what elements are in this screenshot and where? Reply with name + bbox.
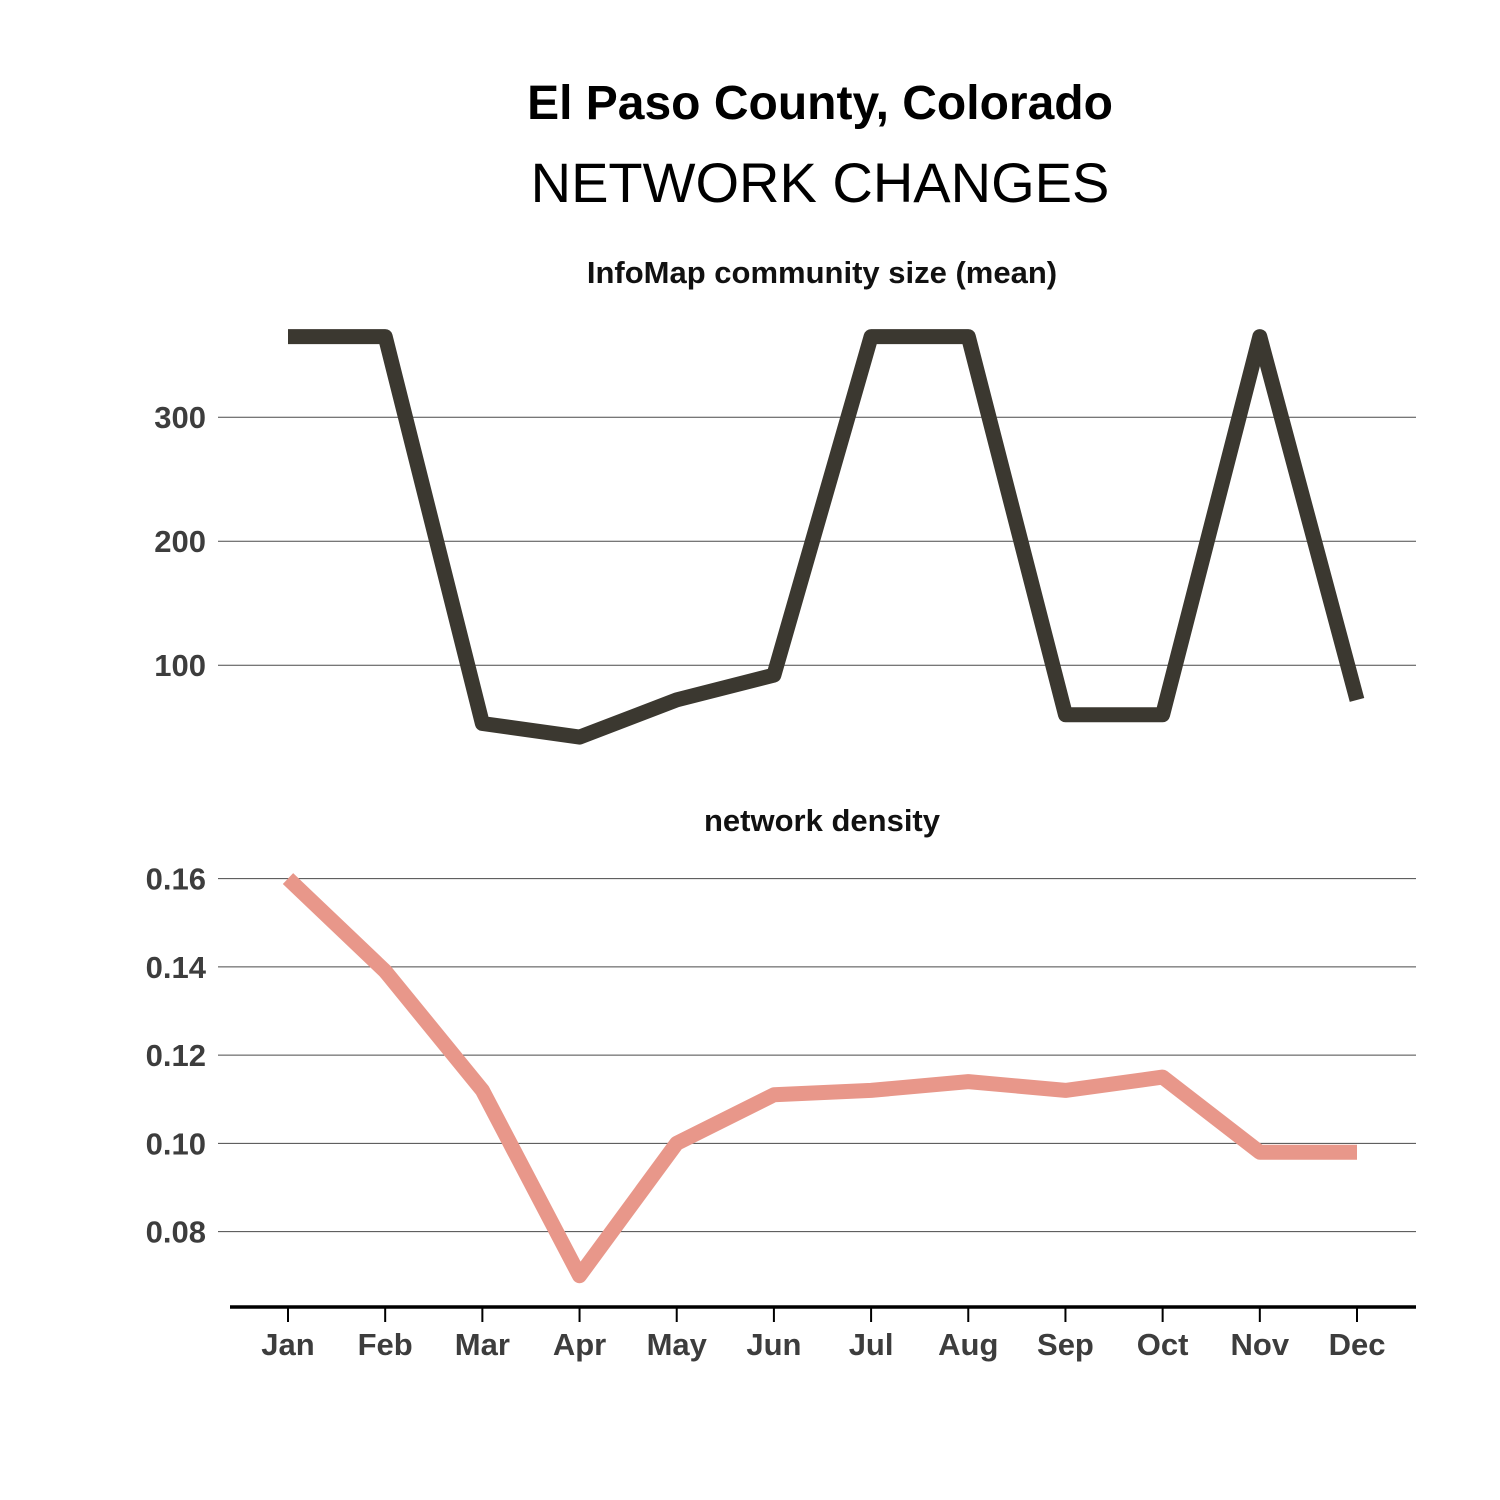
- network-density-y-tick-label: 0.12: [146, 1038, 206, 1073]
- network-density-y-tick-label: 0.10: [146, 1126, 206, 1161]
- network-density-y-tick-label: 0.08: [146, 1215, 206, 1250]
- community-size-y-tick-label: 300: [154, 400, 206, 435]
- x-axis: Jan Feb Mar Apr May Jun Jul Aug Sep Oct Nov Dec: [230, 1305, 1416, 1362]
- x-tick-label: Dec: [1329, 1327, 1386, 1362]
- x-tick-label: Feb: [358, 1327, 413, 1362]
- x-tick-label: Sep: [1037, 1327, 1094, 1362]
- panel-title-network-density: network density: [704, 803, 941, 838]
- community-size-series-line: [288, 329, 1365, 745]
- community-size-y-tick-label: 200: [154, 524, 206, 559]
- x-tick-label: May: [647, 1327, 708, 1362]
- network-density-y-tick-label: 0.16: [146, 862, 206, 897]
- community-size-y-tick-label: 100: [154, 648, 206, 683]
- x-tick-label: Jan: [261, 1327, 314, 1362]
- network-density-panel: 0.08 0.10 0.12 0.14 0.16: [146, 862, 1416, 1284]
- x-tick-label: Apr: [553, 1327, 606, 1362]
- x-tick-label: Jun: [746, 1327, 801, 1362]
- chart-subtitle: NETWORK CHANGES: [530, 151, 1110, 214]
- panel-title-community-size: InfoMap community size (mean): [587, 255, 1057, 290]
- community-size-panel: 100 200 300: [154, 329, 1416, 745]
- chart-title: El Paso County, Colorado: [527, 77, 1113, 130]
- x-tick-label: Oct: [1137, 1327, 1189, 1362]
- x-tick-label: Jul: [849, 1327, 894, 1362]
- x-tick-label: Mar: [455, 1327, 510, 1362]
- x-tick-label: Aug: [938, 1327, 998, 1362]
- network-density-series-line: [282, 873, 1357, 1284]
- network-density-y-tick-label: 0.14: [146, 950, 207, 985]
- x-tick-label: Nov: [1231, 1327, 1290, 1362]
